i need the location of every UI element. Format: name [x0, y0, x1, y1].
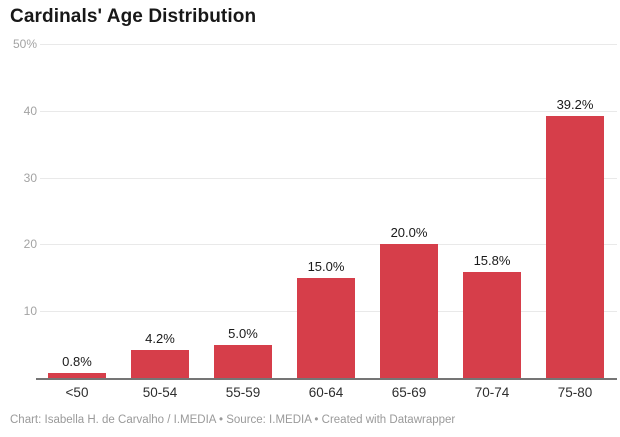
x-tick-label: 65-69	[391, 385, 427, 400]
bar-value-label: 15.0%	[307, 258, 345, 274]
bar-75-80	[546, 116, 604, 378]
bar-60-64	[297, 277, 355, 378]
x-axis-baseline	[36, 378, 617, 380]
chart-title: Cardinals' Age Distribution	[10, 6, 257, 27]
bar-value-label: 39.2%	[556, 97, 594, 113]
bar-value-label: 0.8%	[62, 353, 92, 369]
x-tick-label: 60-64	[308, 385, 344, 400]
y-gridline	[40, 244, 617, 246]
bar-value-label: 4.2%	[145, 330, 175, 346]
bar-value-label: 20.0%	[390, 225, 428, 241]
bar-<50	[48, 372, 106, 378]
bar-value-label: 5.0%	[228, 325, 258, 341]
x-tick-label: <50	[65, 385, 89, 400]
y-tick-label: 10	[23, 304, 37, 319]
y-tick-label: 20	[23, 237, 37, 252]
y-gridline	[40, 177, 617, 179]
y-gridline	[40, 44, 617, 45]
y-tick-label: 40	[23, 103, 37, 118]
chart-attribution: Chart: Isabella H. de Carvalho / I.MEDIA…	[10, 414, 456, 426]
x-tick-label: 75-80	[557, 385, 593, 400]
x-tick-label: 55-59	[225, 385, 261, 400]
x-tick-label: 50-54	[142, 385, 178, 400]
bar-50-54	[131, 349, 189, 378]
bar-value-label: 15.8%	[473, 253, 511, 269]
y-tick-label: 30	[23, 170, 37, 185]
y-gridline	[40, 110, 617, 112]
bar-70-74	[463, 272, 521, 378]
bar-65-69	[380, 244, 438, 378]
bar-55-59	[214, 344, 272, 378]
x-tick-label: 70-74	[474, 385, 510, 400]
y-tick-label: 50%	[12, 37, 37, 51]
